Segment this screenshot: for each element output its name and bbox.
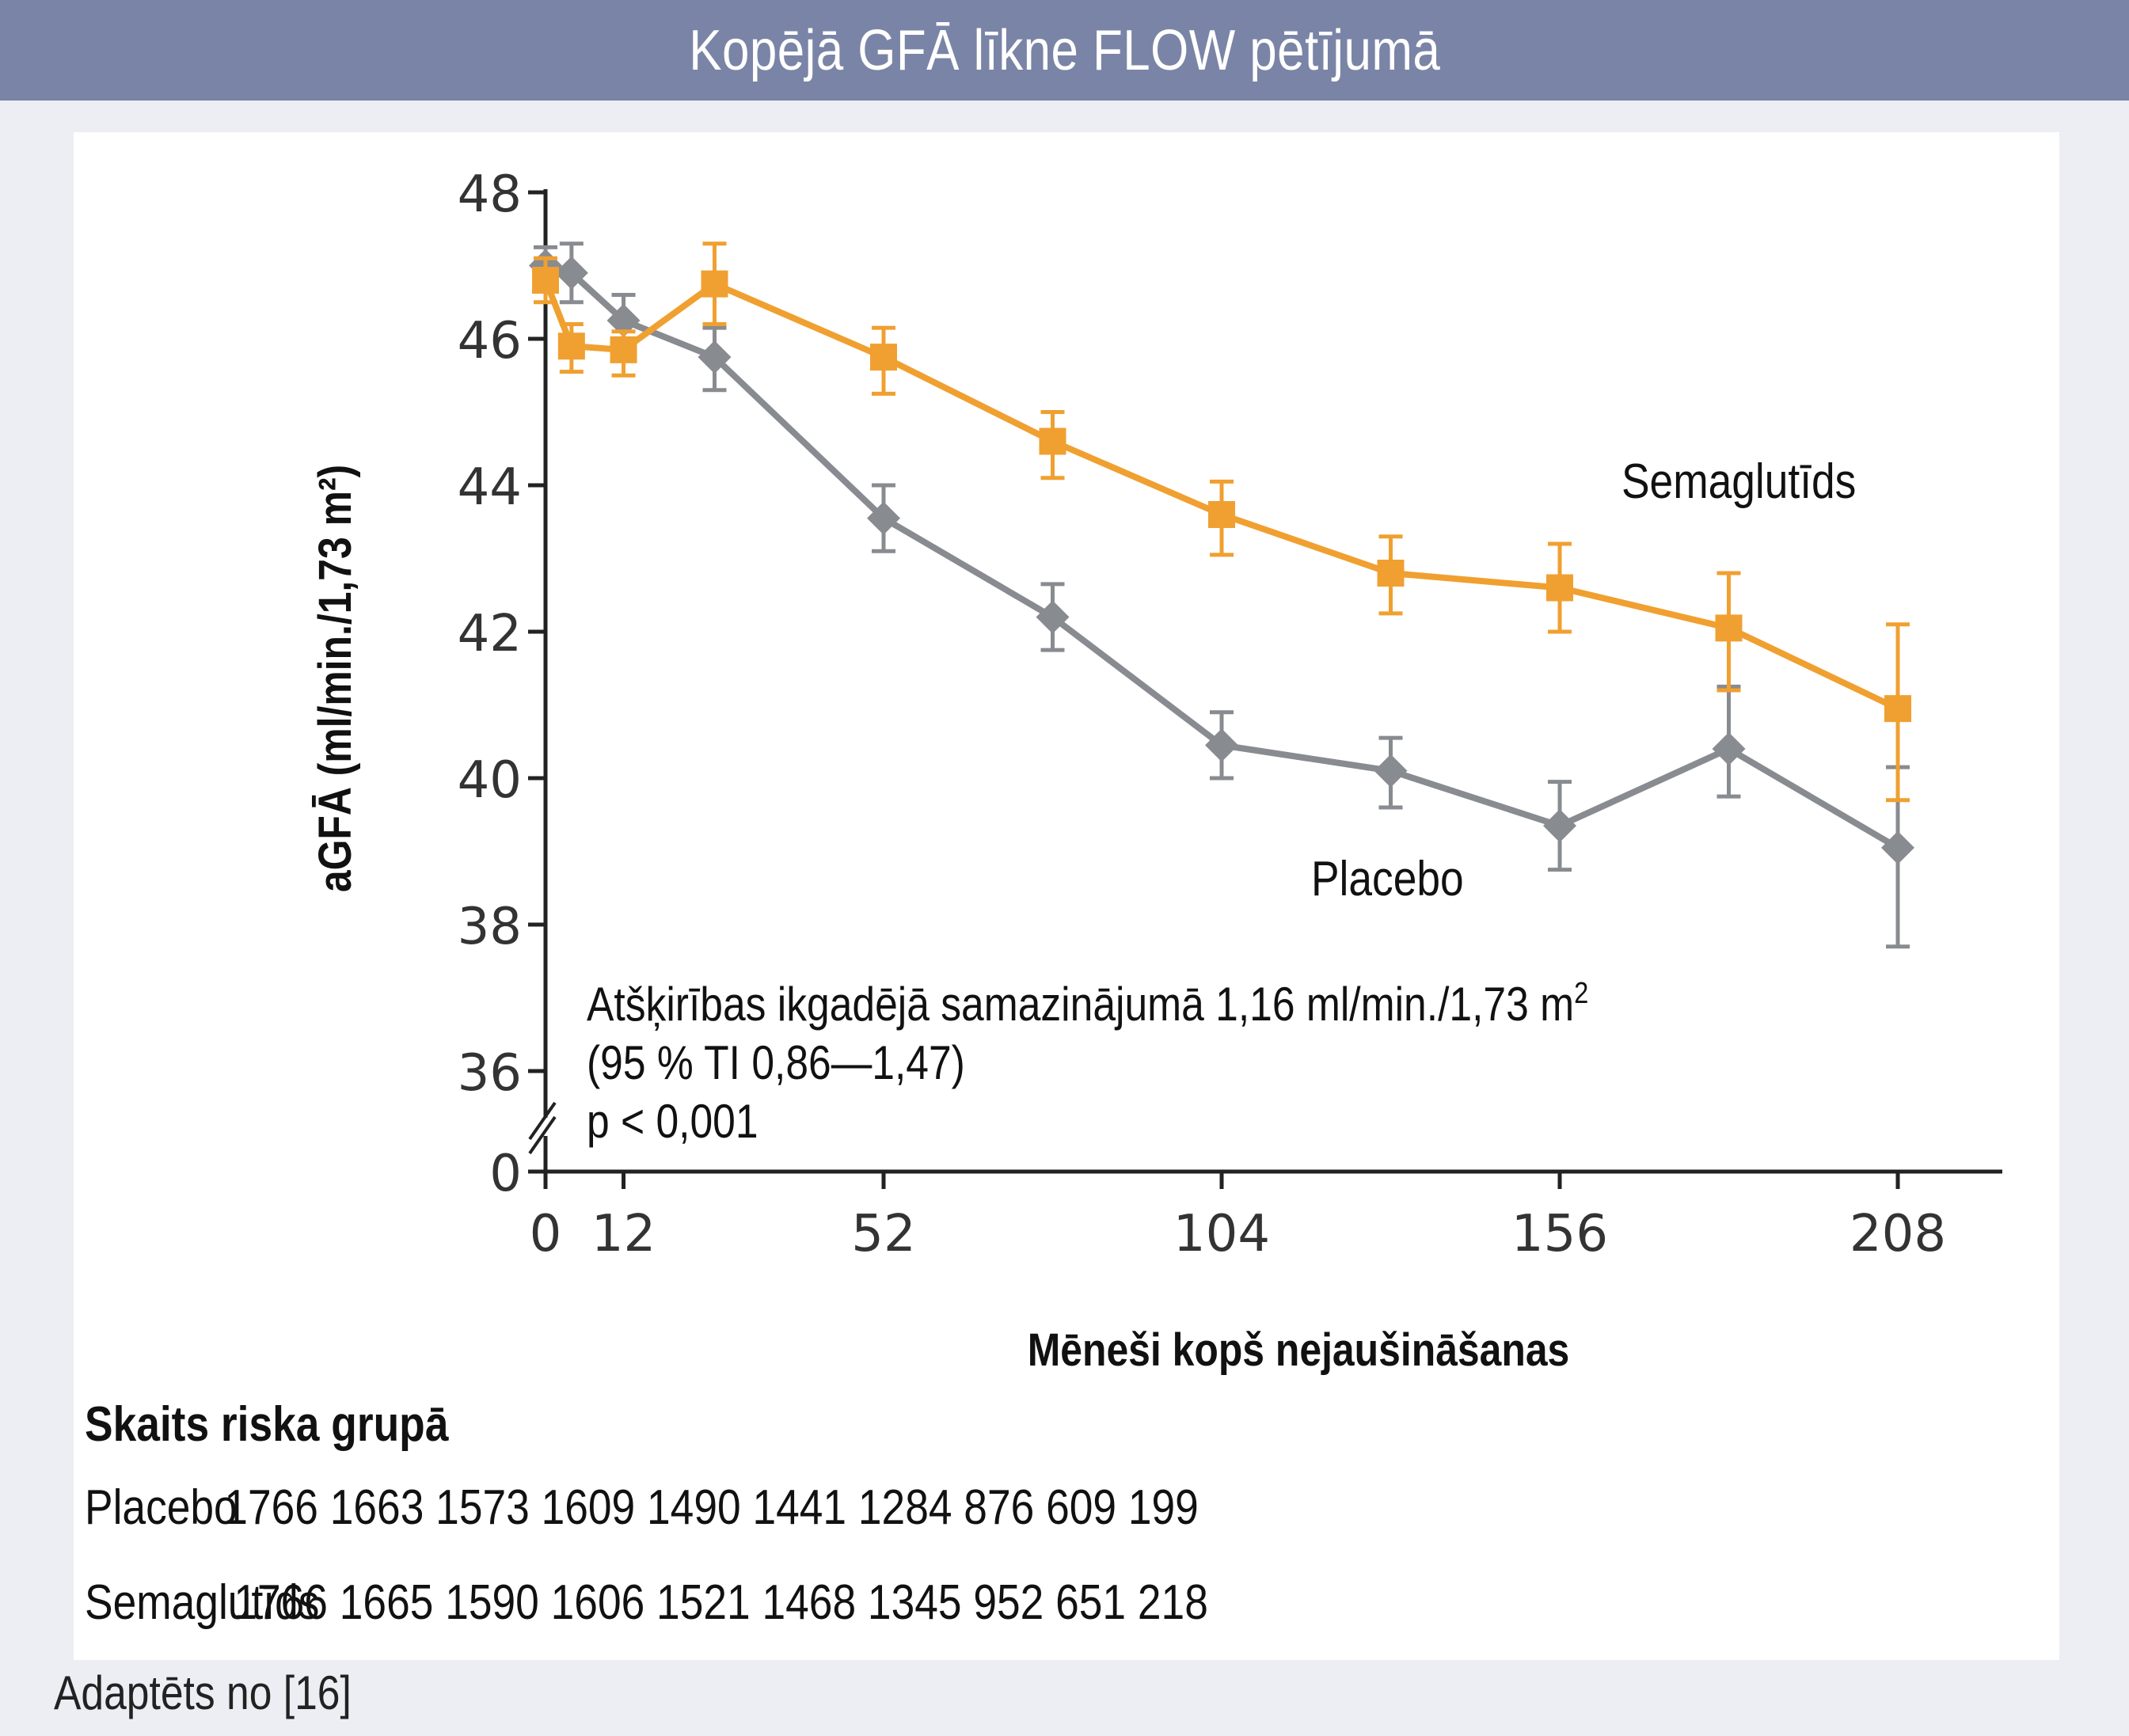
data-point-diamond xyxy=(1374,754,1408,788)
risk-row-semaglutide: Semaglutīds1766 1665 1590 1606 1521 1468… xyxy=(85,1575,1391,1631)
y-tick-label: 36 xyxy=(458,1044,522,1103)
semaglutide-series-label: Semaglutīds xyxy=(1621,454,1856,509)
x-tick-label: 208 xyxy=(1850,1205,1946,1263)
data-point-square xyxy=(1715,614,1743,642)
difference-annotation: Atšķirības ikgadējā samazinājumā 1,16 ml… xyxy=(587,976,1588,1148)
data-point-square xyxy=(532,267,559,294)
risk-row-label: Semaglutīds xyxy=(85,1575,320,1630)
risk-table-title-text: Skaits riska grupā xyxy=(85,1397,449,1452)
data-point-square xyxy=(1208,501,1235,528)
placebo-series-label: Placebo xyxy=(1311,852,1464,906)
source-text: Adaptēts no [16] xyxy=(54,1666,352,1719)
x-tick-label: 0 xyxy=(530,1205,562,1263)
data-point-diamond xyxy=(1881,830,1914,864)
data-point-diamond xyxy=(1712,732,1746,765)
data-point-square xyxy=(1377,560,1405,587)
data-point-square xyxy=(1039,427,1066,455)
difference-line-1: Atšķirības ikgadējā samazinājumā 1,16 ml… xyxy=(587,976,1588,1031)
y-tick-label: 0 xyxy=(489,1145,522,1203)
data-point-square xyxy=(1546,574,1573,602)
chart-series xyxy=(529,241,1914,949)
data-point-square xyxy=(557,332,585,360)
data-point-diamond xyxy=(698,340,732,374)
semaglutide-series xyxy=(532,241,1911,803)
data-point-diamond xyxy=(867,501,900,535)
difference-superscript: 2 xyxy=(1574,976,1588,1010)
x-axis-label: Mēneši kopš nejaušināšanas xyxy=(1028,1325,1570,1376)
y-tick-label: 42 xyxy=(458,605,522,663)
x-tick-label: 12 xyxy=(591,1205,656,1263)
difference-line-3: p < 0,001 xyxy=(587,1094,758,1148)
risk-row-values: 1766 1665 1590 1606 1521 1468 1345 952 6… xyxy=(234,1575,1208,1630)
data-point-diamond xyxy=(554,256,588,290)
y-tick-label: 44 xyxy=(458,458,522,517)
y-axis-label: aGFĀ (ml/min./1,73 m²) xyxy=(310,465,361,892)
placebo-series xyxy=(529,241,1914,949)
axis-break-mark xyxy=(528,1101,557,1141)
data-point-square xyxy=(701,270,728,298)
data-point-square xyxy=(870,344,897,371)
figure-panel: aGFĀ (ml/min./1,73 m²) Mēneši kopš nejau… xyxy=(74,132,2059,1660)
source-note: Adaptēts no [16] xyxy=(54,1666,400,1720)
difference-line-2: (95 % TI 0,86—1,47) xyxy=(587,1035,965,1089)
x-tick-label: 52 xyxy=(851,1205,915,1263)
difference-text: Atšķirības ikgadējā samazinājumā 1,16 ml… xyxy=(587,977,1574,1031)
y-tick-label: 48 xyxy=(458,165,522,224)
egfr-line-chart: aGFĀ (ml/min./1,73 m²) Mēneši kopš nejau… xyxy=(310,165,2002,1376)
y-tick-label: 40 xyxy=(458,751,522,810)
data-point-square xyxy=(1884,695,1911,723)
x-tick-label: 156 xyxy=(1511,1205,1608,1263)
data-point-diamond xyxy=(1036,600,1070,634)
risk-row-values: 1766 1663 1573 1609 1490 1441 1284 876 6… xyxy=(224,1480,1199,1535)
chart-title: Kopējā GFĀ līkne FLOW pētījumā xyxy=(689,18,1440,82)
data-point-square xyxy=(610,336,637,363)
x-tick-label: 104 xyxy=(1173,1205,1270,1263)
y-tick-label: 46 xyxy=(458,312,522,370)
risk-row-label: Placebo xyxy=(85,1480,238,1535)
chart-axes: 48 46 44 42 40 38 36 00 12 52 104 156 208 xyxy=(458,165,2002,1263)
risk-row-placebo: Placebo1766 1663 1573 1609 1490 1441 128… xyxy=(85,1480,1380,1536)
data-point-diamond xyxy=(606,303,641,337)
data-point-diamond xyxy=(1205,728,1238,762)
risk-table-title: Skaits riska grupā xyxy=(85,1396,508,1453)
data-point-diamond xyxy=(1543,809,1576,843)
title-bar: Kopējā GFĀ līkne FLOW pētījumā xyxy=(0,0,2129,101)
y-tick-label: 38 xyxy=(458,898,522,956)
axis-break-mark xyxy=(528,1115,557,1155)
